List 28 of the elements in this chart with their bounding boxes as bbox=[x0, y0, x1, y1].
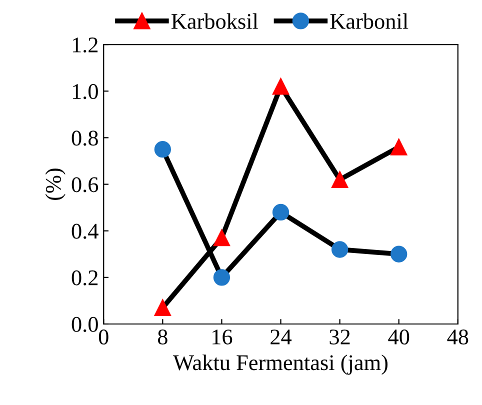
point bbox=[331, 241, 348, 258]
x-tick-label: 16 bbox=[212, 330, 232, 344]
x-tick-label: 24 bbox=[270, 330, 292, 344]
point bbox=[154, 141, 172, 158]
point bbox=[390, 138, 408, 156]
y-tick-label: 1.0 bbox=[72, 84, 98, 100]
x-tick-label: 0 bbox=[98, 330, 108, 344]
point bbox=[272, 78, 290, 95]
point bbox=[272, 204, 290, 221]
point bbox=[154, 299, 172, 316]
point bbox=[390, 246, 408, 262]
x-tick-label: 48 bbox=[447, 330, 468, 344]
point bbox=[213, 269, 230, 286]
y-tick-label: 0.4 bbox=[72, 224, 98, 239]
y-tick-label: 0.8 bbox=[72, 130, 98, 146]
x-tick-label: 32 bbox=[330, 330, 350, 344]
y-tick-label: 0.6 bbox=[72, 177, 98, 192]
legend-label: Karboksil bbox=[171, 13, 258, 29]
y-tick-label: 0.2 bbox=[72, 270, 98, 286]
y-tick-label: 0.0 bbox=[72, 316, 98, 332]
legend-label: Karbonil bbox=[330, 13, 408, 29]
y-tick-label: 1.2 bbox=[72, 38, 98, 53]
point bbox=[331, 171, 348, 188]
x-tick-label: 8 bbox=[158, 330, 168, 344]
y-axis-title: (%) bbox=[45, 168, 66, 200]
x-axis-title: Waktu Fermentasi (jam) bbox=[173, 354, 388, 375]
x-tick-label: 40 bbox=[388, 330, 410, 344]
point bbox=[213, 230, 230, 246]
